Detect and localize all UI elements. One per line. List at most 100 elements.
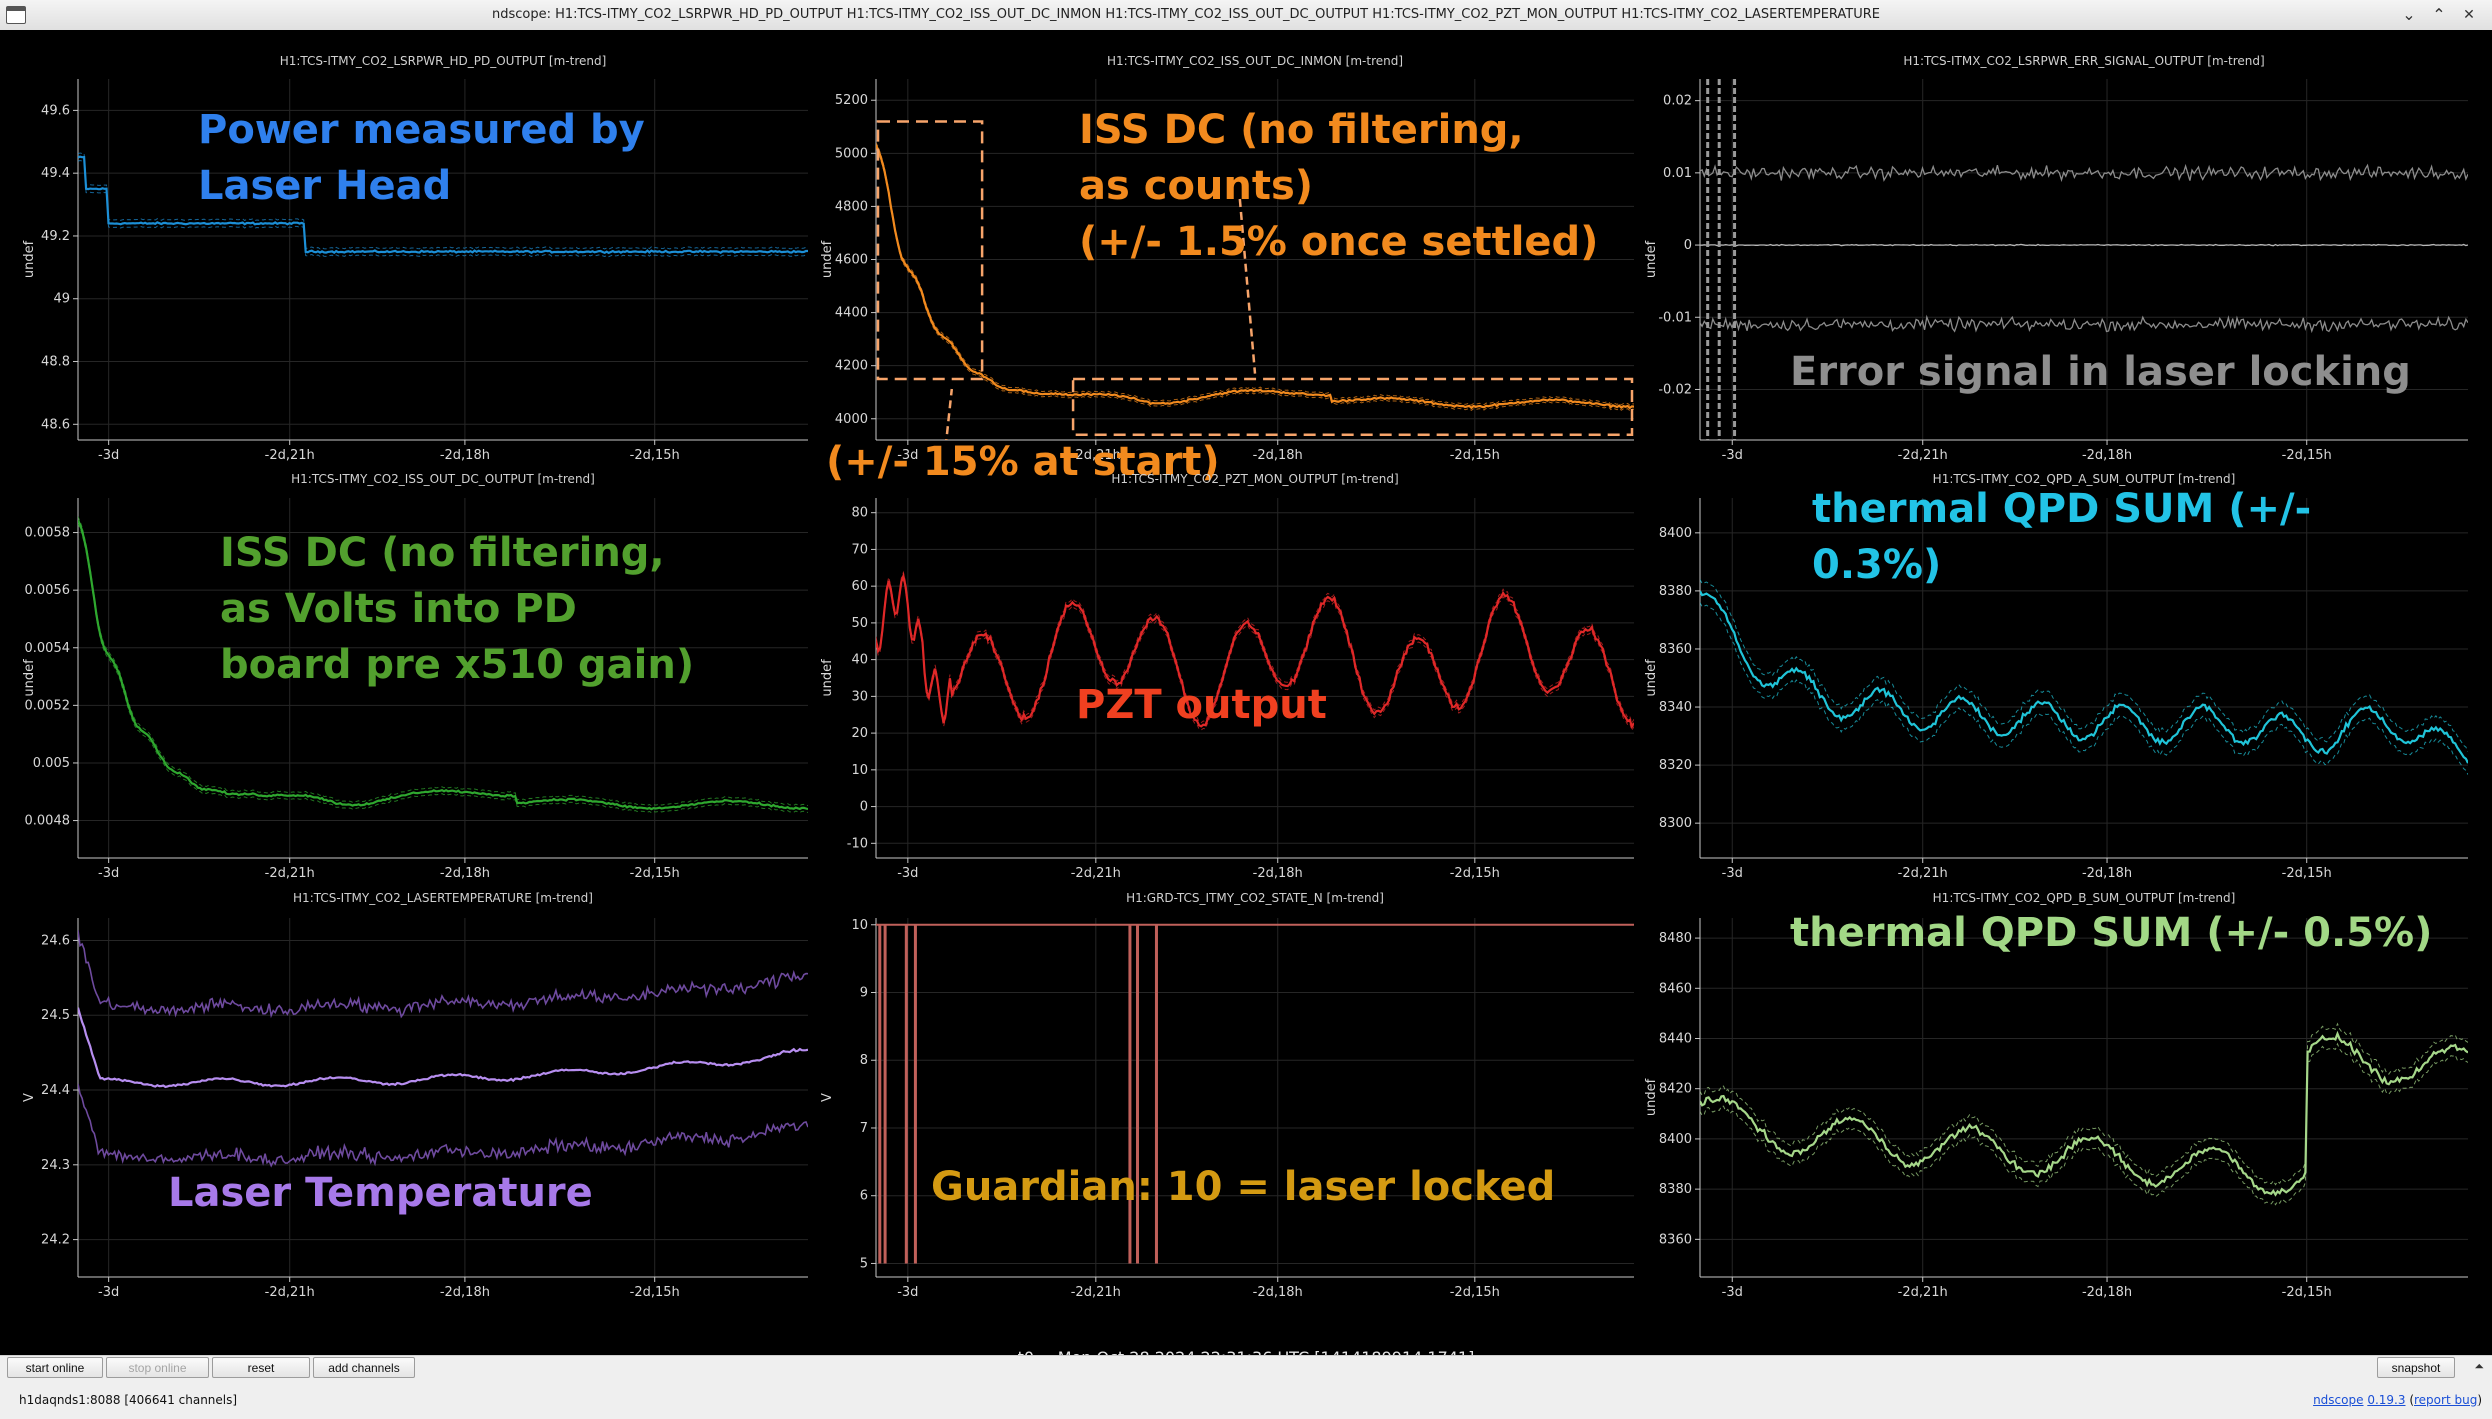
series-line [1700,163,2468,183]
y-tick-label: 9 [860,986,868,1001]
series-band [78,523,808,814]
y-tick-label: 5 [860,1256,868,1271]
plot-qpd-a[interactable]: H1:TCS-ITMY_CO2_QPD_A_SUM_OUTPUT [m-tren… [1644,472,2468,881]
series-group [1700,1022,2468,1206]
x-tick-label: -3d [1722,866,1743,881]
x-tick-label: -2d,15h [630,448,680,463]
x-tick-label: -2d,21h [265,866,315,881]
plot-iss-output[interactable]: H1:TCS-ITMY_CO2_ISS_OUT_DC_OUTPUT [m-tre… [22,472,808,881]
y-tick-label: 70 [851,542,868,557]
y-tick-label: 24.6 [41,933,70,948]
y-tick-label: 4800 [835,199,868,214]
y-tick-label: 8360 [1659,1232,1692,1247]
y-tick-label: 8380 [1659,584,1692,599]
y-tick-label: 8460 [1659,981,1692,996]
annotation-line: Laser Head [198,163,451,209]
report-bug-link[interactable]: report bug [2414,1393,2478,1407]
y-tick-label: 0.0056 [25,583,71,598]
y-tick-label: 48.8 [41,355,70,370]
annotation-text: ISS DC (no filtering, as counts) (+/- 1.5%… [1079,107,1598,265]
plot-title: H1:TCS-ITMY_CO2_QPD_B_SUM_OUTPUT [m-tren… [1933,891,2236,905]
y-tick-label: 8480 [1659,931,1692,946]
y-tick-label: 8360 [1659,642,1692,657]
x-tick-label: -2d,21h [265,448,315,463]
callout-box-settled [1071,377,1634,436]
y-tick-label: 5200 [835,93,868,108]
annotation-line: board pre x510 gain) [220,642,694,688]
minimize-icon[interactable]: ⌄ [2402,5,2416,24]
x-tick-label: -3d [1722,448,1743,463]
plot-grid[interactable]: H1:TCS-ITMY_CO2_LSRPWR_HD_PD_OUTPUT [m-t… [0,30,2492,1355]
y-tick-label: 8400 [1659,526,1692,541]
x-tick-label: -2d,15h [630,866,680,881]
x-tick-label: -2d,21h [1071,866,1121,881]
annotation-text: Guardian: 10 = laser locked [931,1164,1555,1210]
y-tick-label: 0.02 [1663,94,1692,109]
ndscope-link[interactable]: ndscope [2313,1393,2364,1407]
window-title-bar: ndscope: H1:TCS-ITMY_CO2_LSRPWR_HD_PD_OU… [0,0,2492,31]
y-tick-label: 50 [851,616,868,631]
x-tick-label: -3d [1722,1285,1743,1300]
start-online-button[interactable]: start online [7,1357,103,1378]
y-axis-label: V [820,1093,835,1102]
x-tick-label: -2d,15h [2282,1285,2332,1300]
y-tick-label: 7 [860,1121,868,1136]
x-tick-label: -3d [897,448,918,463]
x-tick-label: -3d [98,1285,119,1300]
y-tick-label: 20 [851,726,868,741]
annotation-line: as Volts into PD [220,586,577,632]
y-tick-label: -10 [847,836,868,851]
series-group [876,570,1634,732]
y-tick-label: 8440 [1659,1032,1692,1047]
y-tick-label: -0.01 [1658,310,1692,325]
y-tick-label: 8320 [1659,758,1692,773]
plot-err-signal[interactable]: H1:TCS-ITMX_CO2_LSRPWR_ERR_SIGNAL_OUTPUT… [1644,54,2468,463]
maximize-icon[interactable]: ⌃ [2432,5,2446,24]
y-tick-label: 49.4 [41,166,70,181]
y-tick-label: 4200 [835,359,868,374]
reset-button[interactable]: reset [212,1357,310,1378]
plot-pzt[interactable]: H1:TCS-ITMY_CO2_PZT_MON_OUTPUT [m-trend]… [820,472,1634,881]
series-group [876,120,1634,440]
plot-area[interactable]: H1:TCS-ITMY_CO2_LSRPWR_HD_PD_OUTPUT [m-t… [0,30,2492,1367]
plot-title: H1:TCS-ITMX_CO2_LSRPWR_ERR_SIGNAL_OUTPUT… [1903,54,2264,68]
series-band [78,516,808,807]
annotation-line: 0.3%) [1812,542,1941,588]
window-icon [6,6,26,24]
y-tick-label: 24.5 [41,1008,70,1023]
window-title: ndscope: H1:TCS-ITMY_CO2_LSRPWR_HD_PD_OU… [491,7,1880,22]
callout-box-start [876,120,984,381]
annotation-line: Power measured by [198,107,645,153]
y-tick-label: 0.01 [1663,166,1692,181]
plot-hd-pd[interactable]: H1:TCS-ITMY_CO2_LSRPWR_HD_PD_OUTPUT [m-t… [22,54,808,463]
x-tick-label: -2d,21h [1071,1285,1121,1300]
x-tick-label: -2d,15h [1450,1285,1500,1300]
expand-icon[interactable]: ⏶ [2474,1359,2484,1373]
series-band [876,147,1634,412]
series-group [876,923,1634,1264]
snapshot-button[interactable]: snapshot [2377,1357,2455,1378]
x-tick-label: -2d,18h [1253,1285,1303,1300]
x-tick-label: -3d [897,866,918,881]
annotation-line: Error signal in laser locking [1790,349,2411,395]
annotation-line: PZT output [1076,682,1327,728]
y-tick-label: 8 [860,1053,868,1068]
callout-arrow [945,388,954,440]
add-channels-button[interactable]: add channels [313,1357,415,1378]
plot-guardian[interactable]: H1:GRD-TCS_ITMY_CO2_STATE_N [m-trend] 5 6 7… [820,891,1634,1300]
annotation-text: Error signal in laser locking [1790,349,2411,395]
y-tick-label: 0.0048 [25,814,71,829]
x-tick-label: -2d,18h [440,866,490,881]
y-axis-label: undef [22,240,37,278]
plot-laser-temp[interactable]: H1:TCS-ITMY_CO2_LASERTEMPERATURE [m-tren… [22,891,808,1300]
y-tick-label: 60 [851,579,868,594]
close-icon[interactable]: ✕ [2463,7,2475,23]
y-axis-label: undef [1644,240,1659,278]
y-tick-label: 8400 [1659,1132,1692,1147]
plot-qpd-b[interactable]: H1:TCS-ITMY_CO2_QPD_B_SUM_OUTPUT [m-tren… [1644,891,2468,1300]
annotation-text: thermal QPD SUM (+/- 0.3%) [1812,486,2311,588]
stop-online-button[interactable]: stop online [106,1357,209,1378]
plot-iss-inmon[interactable]: H1:TCS-ITMY_CO2_ISS_OUT_DC_INMON [m-tren… [820,54,1634,485]
annotation-line: Laser Temperature [168,1170,593,1216]
version-link[interactable]: 0.19.3 [2367,1393,2406,1407]
